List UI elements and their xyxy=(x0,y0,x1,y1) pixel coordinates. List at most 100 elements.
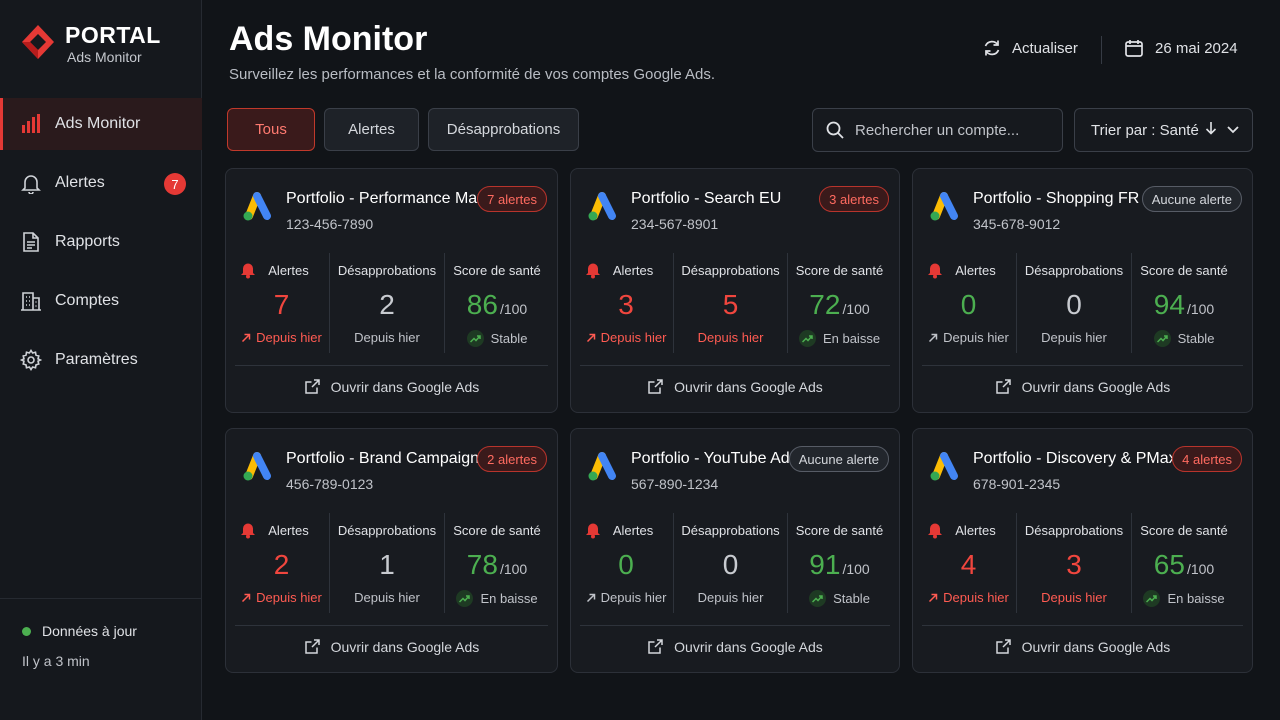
sidebar-item-parametres[interactable]: Paramètres xyxy=(0,334,202,386)
stat-label: Désapprobations xyxy=(681,263,780,278)
open-in-google-ads-link[interactable]: Ouvrir dans Google Ads xyxy=(913,638,1252,655)
stat-sub: Depuis hier xyxy=(1017,590,1131,605)
open-in-google-ads-link[interactable]: Ouvrir dans Google Ads xyxy=(226,638,557,655)
refresh-button[interactable]: Actualiser xyxy=(982,38,1078,58)
open-in-google-ads-link[interactable]: Ouvrir dans Google Ads xyxy=(226,378,557,395)
stat-value: 3 xyxy=(1066,549,1082,580)
external-link-icon xyxy=(304,378,321,395)
date-display[interactable]: 26 mai 2024 xyxy=(1124,38,1238,58)
gear-icon xyxy=(20,349,42,371)
card-stats: Alertes 0 Depuis hier Désapprobations 0 … xyxy=(579,513,891,613)
trend-up-icon xyxy=(928,593,938,603)
bar-chart-icon xyxy=(20,113,42,135)
account-card[interactable]: Portfolio - YouTube Ads 567-890-1234 Auc… xyxy=(570,428,900,673)
stat-label: Alertes xyxy=(955,263,996,278)
account-card[interactable]: Portfolio - Discovery & PMax 678-901-234… xyxy=(912,428,1253,673)
google-ads-logo-icon xyxy=(930,452,958,481)
stat-label: Désapprobations xyxy=(337,263,437,278)
stat-sub: Depuis hier xyxy=(674,590,787,605)
bell-icon xyxy=(928,263,942,279)
building-icon xyxy=(20,290,42,312)
stat-desapprobations: Désapprobations 5 Depuis hier xyxy=(674,253,788,353)
score-value: 86 xyxy=(466,289,498,320)
trend-label: En baisse xyxy=(1167,591,1225,606)
filter-tous[interactable]: Tous xyxy=(227,108,315,151)
stat-value: 5 xyxy=(722,289,739,320)
card-divider xyxy=(580,365,890,366)
stat-alertes: Alertes 4 Depuis hier xyxy=(921,513,1017,613)
sidebar-item-label: Paramètres xyxy=(55,351,138,368)
stat-value: 0 xyxy=(722,549,739,580)
trend-label: Stable xyxy=(490,331,528,346)
stat-sub: Depuis hier xyxy=(921,590,1016,605)
open-label: Ouvrir dans Google Ads xyxy=(330,638,480,655)
score-value: 91 xyxy=(809,549,841,580)
account-id: 345-678-9012 xyxy=(973,216,1061,232)
score-unit: /100 xyxy=(1186,301,1215,317)
filter-desapprobations[interactable]: Désapprobations xyxy=(428,108,579,151)
card-stats: Alertes 2 Depuis hier Désapprobations 1 … xyxy=(234,513,549,613)
account-name: Portfolio - Shopping FR xyxy=(973,190,1140,207)
search-input[interactable] xyxy=(855,121,1045,139)
alert-status-badge: Aucune alerte xyxy=(1141,186,1242,212)
stat-sub: Stable xyxy=(1132,330,1236,347)
open-in-google-ads-link[interactable]: Ouvrir dans Google Ads xyxy=(913,378,1252,395)
stat-value: 0 xyxy=(1066,289,1082,320)
card-stats: Alertes 7 Depuis hier Désapprobations 2 … xyxy=(234,253,549,353)
google-ads-logo-icon xyxy=(243,192,271,221)
trend-icon xyxy=(456,590,474,607)
bell-icon xyxy=(586,523,600,539)
sort-dropdown[interactable]: Trier par : Santé xyxy=(1074,108,1253,152)
stat-sub: Stable xyxy=(788,590,891,607)
external-link-icon xyxy=(995,638,1012,655)
sidebar-item-alertes[interactable]: Alertes xyxy=(0,157,202,209)
stat-sub-label: Depuis hier xyxy=(1041,590,1107,605)
stat-sub-label: Depuis hier xyxy=(600,590,667,605)
open-label: Ouvrir dans Google Ads xyxy=(674,378,823,395)
stat-label: Alertes xyxy=(955,523,996,538)
sidebar-item-rapports[interactable]: Rapports xyxy=(0,216,202,268)
open-in-google-ads-link[interactable]: Ouvrir dans Google Ads xyxy=(571,638,899,655)
stat-score: Score de santé 86/100 Stable xyxy=(445,253,549,353)
stat-sub: En baisse xyxy=(788,330,891,347)
sidebar-item-label: Comptes xyxy=(55,292,120,309)
open-in-google-ads-link[interactable]: Ouvrir dans Google Ads xyxy=(571,378,899,395)
bell-icon xyxy=(928,523,942,539)
filter-alertes[interactable]: Alertes xyxy=(324,108,419,151)
account-card[interactable]: Portfolio - Brand Campaign 456-789-0123 … xyxy=(225,428,558,673)
trend-label: En baisse xyxy=(480,591,538,606)
open-label: Ouvrir dans Google Ads xyxy=(330,378,480,395)
stat-score: Score de santé 94/100 Stable xyxy=(1132,253,1236,353)
stat-sub-label: Depuis hier xyxy=(256,330,322,345)
sidebar-item-comptes[interactable]: Comptes xyxy=(0,275,202,327)
stat-label: Alertes xyxy=(268,263,309,278)
account-card[interactable]: Portfolio - Search EU 234-567-8901 3 ale… xyxy=(570,168,900,413)
brand[interactable]: PORTAL Ads Monitor xyxy=(20,22,161,66)
account-id: 234-567-8901 xyxy=(631,216,719,232)
stat-label: Désapprobations xyxy=(1024,523,1124,538)
external-link-icon xyxy=(647,378,664,395)
trend-up-icon xyxy=(241,333,251,343)
alert-count-badge: 7 xyxy=(164,173,186,195)
sync-status: Données à jour Il y a 3 min xyxy=(0,598,202,669)
calendar-icon xyxy=(1124,38,1144,58)
portal-logo-icon xyxy=(22,25,54,59)
external-link-icon xyxy=(647,638,664,655)
stat-value: 86/100 xyxy=(445,289,549,321)
external-link-icon xyxy=(995,378,1012,395)
sidebar-item-ads-monitor[interactable]: Ads Monitor xyxy=(0,98,202,150)
search-box[interactable] xyxy=(812,108,1063,152)
trend-up-icon xyxy=(586,593,596,603)
bell-icon xyxy=(241,263,255,279)
page-title: Ads Monitor xyxy=(229,20,428,58)
stat-sub: Depuis hier xyxy=(330,590,444,605)
account-card[interactable]: Portfolio - Performance Max 123-456-7890… xyxy=(225,168,558,413)
sort-label: Trier par : Santé xyxy=(1091,121,1199,139)
date-label: 26 mai 2024 xyxy=(1155,39,1238,57)
refresh-icon xyxy=(982,38,1002,58)
stat-value: 1 xyxy=(379,549,395,580)
stat-sub-label: Depuis hier xyxy=(354,330,420,345)
account-name: Portfolio - Brand Campaign xyxy=(286,450,479,467)
account-card[interactable]: Portfolio - Shopping FR 345-678-9012 Auc… xyxy=(912,168,1253,413)
stat-label: Désapprobations xyxy=(1024,263,1124,278)
